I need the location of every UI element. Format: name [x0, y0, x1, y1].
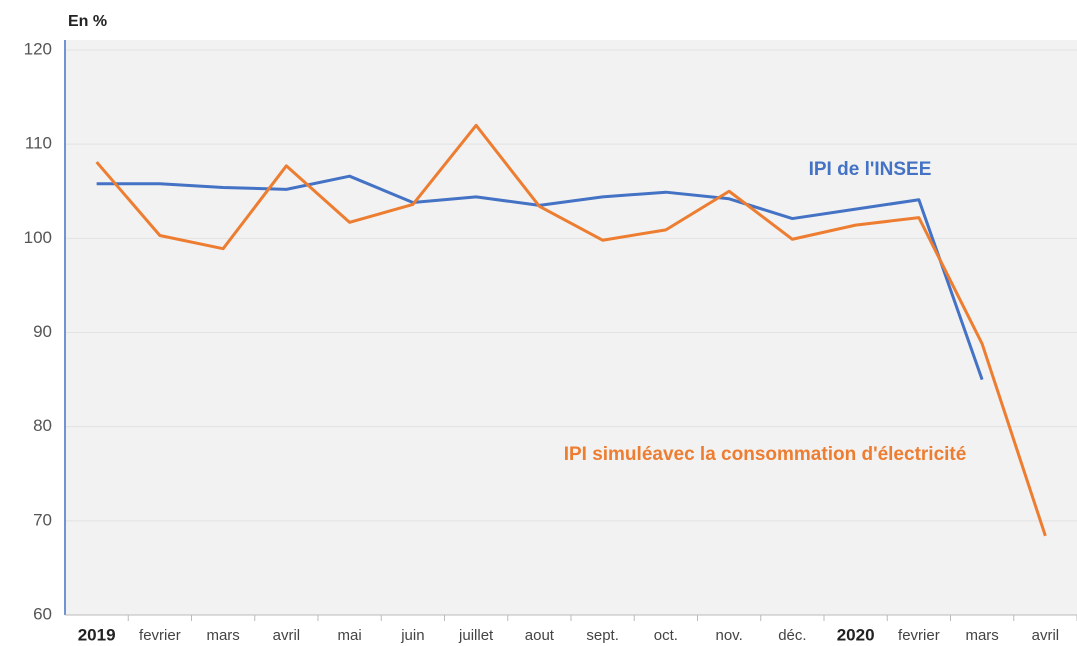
y-tick-label: 80	[33, 416, 52, 435]
y-axis-label: En %	[68, 13, 107, 30]
y-tick-label: 70	[33, 510, 52, 529]
x-tick-label: nov.	[716, 627, 743, 644]
y-tick-label: 110	[25, 134, 52, 153]
x-tick-label: sept.	[586, 627, 619, 644]
x-tick-label: fevrier	[898, 627, 940, 644]
x-tick-label: mars	[206, 627, 239, 644]
series-label: IPI de l'INSEE	[809, 159, 932, 180]
x-tick-label: fevrier	[139, 627, 181, 644]
x-tick-label: oct.	[654, 627, 678, 644]
x-tick-label: aout	[525, 627, 555, 644]
x-tick-label: 2019	[78, 625, 116, 644]
y-tick-label: 120	[24, 39, 52, 58]
y-tick-label: 100	[24, 228, 52, 247]
x-tick-label: avril	[273, 627, 301, 644]
plot-area	[65, 40, 1077, 615]
series-label: IPI simuléavec la consommation d'électri…	[564, 444, 967, 465]
x-tick-label: déc.	[778, 627, 806, 644]
x-tick-label: 2020	[837, 625, 875, 644]
x-tick-label: mai	[338, 627, 362, 644]
x-tick-label: juillet	[458, 627, 494, 644]
series-line	[95, 123, 1047, 537]
y-tick-label: 90	[33, 322, 52, 341]
y-tick-label: 60	[33, 604, 52, 623]
x-tick-label: mars	[965, 627, 998, 644]
x-tick-label: juin	[400, 627, 424, 644]
x-tick-label: avril	[1032, 627, 1060, 644]
